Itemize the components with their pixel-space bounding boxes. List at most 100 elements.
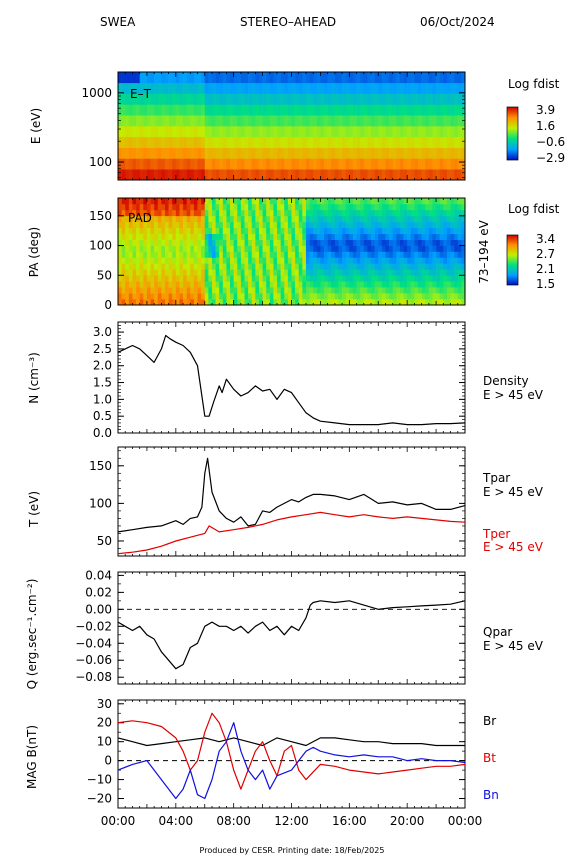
et-cell [287,126,292,138]
pad-cell [233,299,238,306]
pad-cell [342,263,347,270]
pad-cell [255,239,260,246]
pad-cell [280,215,285,223]
et-cell [313,72,318,84]
et-cell [374,115,379,127]
et-cell [331,115,336,127]
pad-cell [179,209,184,217]
series-line-tpar [117,457,466,533]
pad-cell [356,275,361,282]
et-cell [428,169,433,181]
et-cell [118,169,122,181]
pad-cell [157,269,162,276]
pad-cell [280,209,285,217]
pad-cell [461,233,466,240]
pad-cell [421,215,426,223]
et-cell [360,169,365,181]
et-cell [439,82,444,94]
et-cell [378,147,383,159]
pad-cell [248,215,253,223]
pad-cell [324,215,328,223]
pad-cell [432,275,437,282]
et-cell [371,136,375,148]
pad-cell [204,239,209,246]
pad-cell [244,233,249,240]
pad-cell [280,287,285,294]
et-cell [352,104,357,116]
et-cell [277,115,281,127]
pad-cell [143,251,148,258]
pad-cell [403,233,408,240]
et-cell [414,136,419,148]
pad-cell [280,203,285,211]
pad-cell [154,227,159,234]
et-cell [305,82,310,94]
et-cell [316,126,321,138]
pad-cell [457,287,462,294]
pad-cell [269,198,274,205]
pad-cell [190,221,195,229]
pad-cell [399,269,404,276]
et-cell [342,147,347,159]
pad-cell [118,245,122,252]
pad-cell [356,257,361,264]
et-cell [439,115,444,127]
pad-cell [132,257,137,264]
et-cell [331,82,336,94]
et-cell [132,115,137,127]
pad-cell [121,257,126,264]
pad-cell [154,215,159,223]
et-cell [255,115,260,127]
pad-cell [385,293,390,300]
et-cell [172,147,177,159]
pad-cell [389,221,394,229]
pad-cell [342,209,347,217]
et-cell [230,126,234,138]
et-cell [219,158,224,170]
pad-cell [446,215,451,223]
et-cell [143,147,148,159]
pad-cell [121,215,126,223]
et-cell [248,82,253,94]
pad-cell [226,251,231,258]
pad-cell [432,203,437,211]
et-cell [277,136,281,148]
pad-cell [183,227,187,234]
et-cell [385,136,390,148]
pad-cell [396,269,401,276]
et-cell [175,82,180,94]
pad-cell [428,245,433,252]
et-cell [201,104,206,116]
pad-cell [172,245,177,252]
pad-cell [378,233,383,240]
et-cell [313,104,318,116]
pad-cell [421,275,426,282]
pad-cell [197,233,202,240]
et-cell [136,82,140,94]
qpar-series-sub: E > 45 eV [483,639,544,653]
pad-cell [266,251,271,258]
pad-cell [230,221,234,229]
et-cell [251,82,256,94]
et-cell [277,126,281,138]
pad-cell [403,287,408,294]
pad-cell [363,203,368,211]
pad-cell [450,251,455,258]
pad-cell [367,287,372,294]
et-cell [139,115,144,127]
pad-cell [233,269,238,276]
pad-cell [132,203,137,211]
et-cell [446,147,451,159]
et-cell [143,115,148,127]
pad-cell [128,227,133,234]
pad-cell [273,251,278,258]
pad-cell [186,221,191,229]
et-cell [399,126,404,138]
pad-cell [164,239,169,246]
pad-cell [363,275,368,282]
et-cell [367,126,372,138]
pad-label: PAD [128,211,152,225]
pad-cell [316,293,321,300]
pad-cell [222,281,227,288]
et-label: E–T [130,87,152,101]
